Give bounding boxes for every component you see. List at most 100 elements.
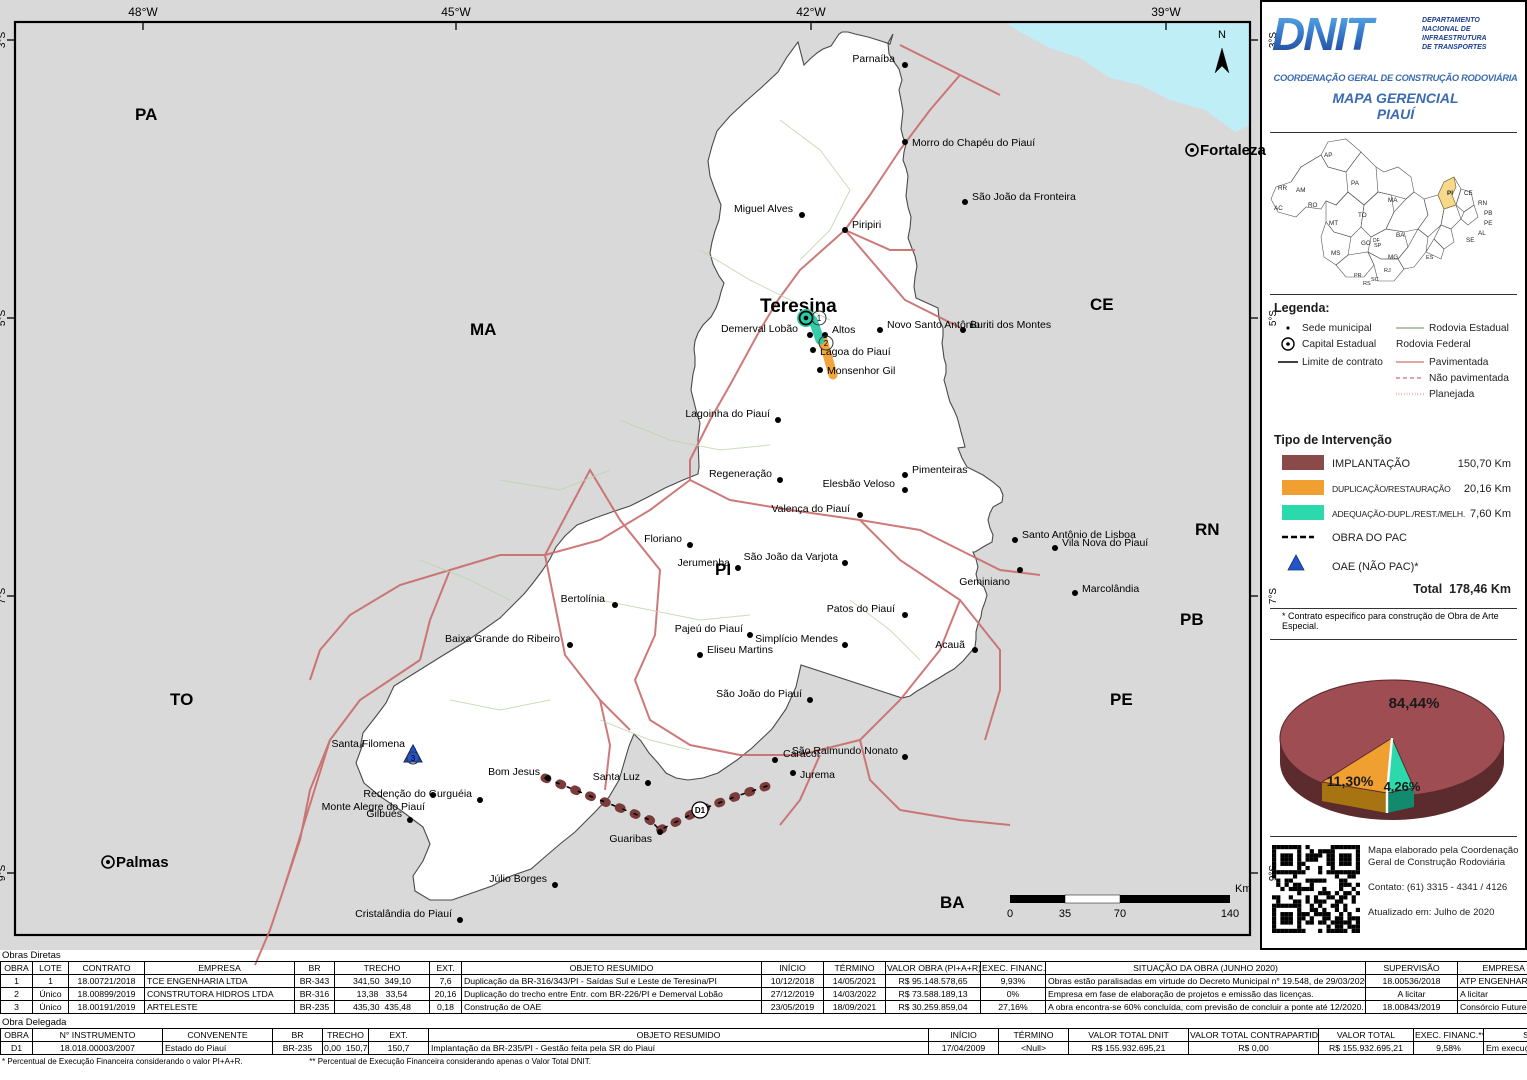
svg-text:PB: PB bbox=[1180, 610, 1204, 629]
svg-text:MA: MA bbox=[470, 320, 496, 339]
svg-text:TO: TO bbox=[170, 690, 193, 709]
svg-text:DUPLICAÇÃO/RESTAURAÇÃO: DUPLICAÇÃO/RESTAURAÇÃO bbox=[1332, 484, 1451, 494]
svg-text:84,44%: 84,44% bbox=[1389, 695, 1440, 712]
svg-text:3: 3 bbox=[411, 754, 416, 763]
svg-text:DE TRANSPORTES: DE TRANSPORTES bbox=[1422, 44, 1487, 51]
svg-text:D1: D1 bbox=[695, 806, 706, 815]
svg-text:7°S: 7°S bbox=[0, 588, 8, 605]
svg-text:48°W: 48°W bbox=[128, 5, 158, 19]
svg-text:Vila Nova do Piauí: Vila Nova do Piauí bbox=[1062, 537, 1148, 549]
svg-text:São João da Fronteira: São João da Fronteira bbox=[972, 191, 1076, 203]
svg-text:Buriti dos Montes: Buriti dos Montes bbox=[970, 319, 1051, 331]
svg-text:São João da Varjota: São João da Varjota bbox=[744, 551, 839, 563]
svg-text:Miguel Alves: Miguel Alves bbox=[734, 203, 793, 215]
svg-text:Gilbués: Gilbués bbox=[366, 808, 402, 820]
svg-text:Júlio Borges: Júlio Borges bbox=[489, 873, 547, 885]
svg-text:7,60 Km: 7,60 Km bbox=[1470, 508, 1511, 520]
svg-text:Limite de contrato: Limite de contrato bbox=[1302, 357, 1383, 368]
svg-text:DNIT: DNIT bbox=[1272, 10, 1377, 60]
svg-text:20,16 Km: 20,16 Km bbox=[1464, 483, 1511, 495]
svg-text:150,70 Km: 150,70 Km bbox=[1458, 458, 1511, 470]
svg-text:RN: RN bbox=[1478, 200, 1488, 207]
svg-text:2: 2 bbox=[824, 339, 829, 348]
svg-text:ES: ES bbox=[1426, 255, 1434, 261]
svg-text:OAE (NÃO PAC)*: OAE (NÃO PAC)* bbox=[1332, 560, 1419, 573]
svg-text:Parnaíba: Parnaíba bbox=[852, 53, 895, 65]
svg-text:Guaribas: Guaribas bbox=[609, 833, 652, 845]
svg-text:IMPLANTAÇÃO: IMPLANTAÇÃO bbox=[1332, 457, 1410, 470]
svg-text:3°S: 3°S bbox=[0, 32, 8, 49]
svg-text:GO: GO bbox=[1361, 240, 1371, 247]
svg-text:MS: MS bbox=[1331, 250, 1340, 257]
svg-text:SE: SE bbox=[1466, 237, 1474, 244]
svg-text:Total 178,46 Km: Total 178,46 Km bbox=[1413, 582, 1511, 596]
svg-text:Floriano: Floriano bbox=[644, 533, 682, 545]
svg-text:PE: PE bbox=[1484, 220, 1492, 227]
svg-text:Marcolândia: Marcolândia bbox=[1082, 583, 1139, 595]
svg-text:Pimenteiras: Pimenteiras bbox=[912, 464, 967, 476]
svg-text:Geminiano: Geminiano bbox=[959, 576, 1010, 588]
svg-text:TO: TO bbox=[1358, 212, 1367, 219]
svg-text:Valença do Piauí: Valença do Piauí bbox=[771, 503, 850, 515]
svg-text:Sede municipal: Sede municipal bbox=[1302, 323, 1372, 334]
svg-text:11,30%: 11,30% bbox=[1327, 773, 1374, 789]
svg-text:AP: AP bbox=[1324, 152, 1332, 159]
svg-text:Novo Santo Antônio: Novo Santo Antônio bbox=[887, 319, 980, 331]
svg-text:Km: Km bbox=[1235, 883, 1252, 895]
svg-text:RN: RN bbox=[1195, 520, 1220, 539]
svg-text:ADEQUAÇÃO-DUPL./REST./MELH.: ADEQUAÇÃO-DUPL./REST./MELH. bbox=[1332, 509, 1465, 519]
svg-text:Elesbão Veloso: Elesbão Veloso bbox=[823, 478, 896, 490]
svg-text:RS: RS bbox=[1363, 281, 1371, 287]
svg-text:OBRA DO PAC: OBRA DO PAC bbox=[1332, 532, 1407, 544]
svg-text:Pajeú do Piauí: Pajeú do Piauí bbox=[675, 623, 743, 635]
svg-text:MG: MG bbox=[1388, 254, 1398, 261]
svg-text:DEPARTAMENTO: DEPARTAMENTO bbox=[1422, 17, 1480, 24]
svg-text:Jurema: Jurema bbox=[800, 769, 835, 781]
svg-text:Piripiri: Piripiri bbox=[852, 219, 881, 231]
svg-text:Santa Luz: Santa Luz bbox=[593, 771, 640, 783]
svg-text:Regeneração: Regeneração bbox=[709, 468, 772, 480]
svg-text:Patos do Piauí: Patos do Piauí bbox=[827, 603, 895, 615]
svg-text:Capital Estadual: Capital Estadual bbox=[1302, 339, 1376, 350]
svg-text:BA: BA bbox=[1396, 232, 1405, 239]
svg-text:Jerumenha: Jerumenha bbox=[677, 557, 730, 569]
svg-text:Pavimentada: Pavimentada bbox=[1429, 357, 1489, 368]
svg-text:Planejada: Planejada bbox=[1429, 389, 1475, 400]
svg-text:Santa Filomena: Santa Filomena bbox=[331, 738, 405, 750]
svg-text:140: 140 bbox=[1221, 908, 1239, 920]
svg-text:Redenção do Gurguéia: Redenção do Gurguéia bbox=[363, 788, 472, 800]
svg-text:Cristalândia do Piauí: Cristalândia do Piauí bbox=[355, 908, 452, 920]
svg-text:MT: MT bbox=[1329, 220, 1338, 227]
svg-text:Bertolínia: Bertolínia bbox=[561, 593, 606, 605]
svg-text:1: 1 bbox=[817, 314, 822, 323]
svg-text:4,26%: 4,26% bbox=[1384, 779, 1421, 794]
svg-text:5°S: 5°S bbox=[0, 310, 8, 327]
svg-text:Monsenhor Gil: Monsenhor Gil bbox=[827, 365, 895, 377]
svg-text:SP: SP bbox=[1374, 243, 1382, 249]
svg-text:PA: PA bbox=[1351, 180, 1360, 187]
svg-text:45°W: 45°W bbox=[441, 5, 471, 19]
svg-text:Morro do Chapéu do Piauí: Morro do Chapéu do Piauí bbox=[912, 137, 1035, 149]
svg-text:Simplício Mendes: Simplício Mendes bbox=[755, 633, 838, 645]
svg-text:Eliseu Martins: Eliseu Martins bbox=[707, 644, 773, 656]
svg-text:Baixa Grande do Ribeiro: Baixa Grande do Ribeiro bbox=[445, 633, 560, 645]
svg-text:Não pavimentada: Não pavimentada bbox=[1429, 373, 1509, 384]
svg-text:Caracol: Caracol bbox=[783, 748, 819, 760]
svg-text:RJ: RJ bbox=[1384, 268, 1391, 274]
svg-text:Acauã: Acauã bbox=[935, 639, 965, 651]
svg-text:RO: RO bbox=[1308, 202, 1318, 209]
svg-text:PA: PA bbox=[135, 105, 157, 124]
svg-text:INFRAESTRUTURA: INFRAESTRUTURA bbox=[1422, 35, 1487, 42]
svg-text:PR: PR bbox=[1354, 273, 1362, 279]
svg-text:PE: PE bbox=[1110, 690, 1133, 709]
svg-text:Altos: Altos bbox=[832, 324, 855, 336]
svg-text:AM: AM bbox=[1296, 187, 1305, 194]
svg-text:42°W: 42°W bbox=[796, 5, 826, 19]
svg-text:CE: CE bbox=[1090, 295, 1114, 314]
svg-text:Rodovia Federal: Rodovia Federal bbox=[1396, 339, 1471, 350]
svg-text:35: 35 bbox=[1059, 908, 1071, 920]
svg-text:NACIONAL DE: NACIONAL DE bbox=[1422, 26, 1471, 33]
svg-text:AC: AC bbox=[1274, 205, 1283, 212]
svg-text:MA: MA bbox=[1388, 197, 1398, 204]
svg-text:AL: AL bbox=[1478, 230, 1486, 237]
